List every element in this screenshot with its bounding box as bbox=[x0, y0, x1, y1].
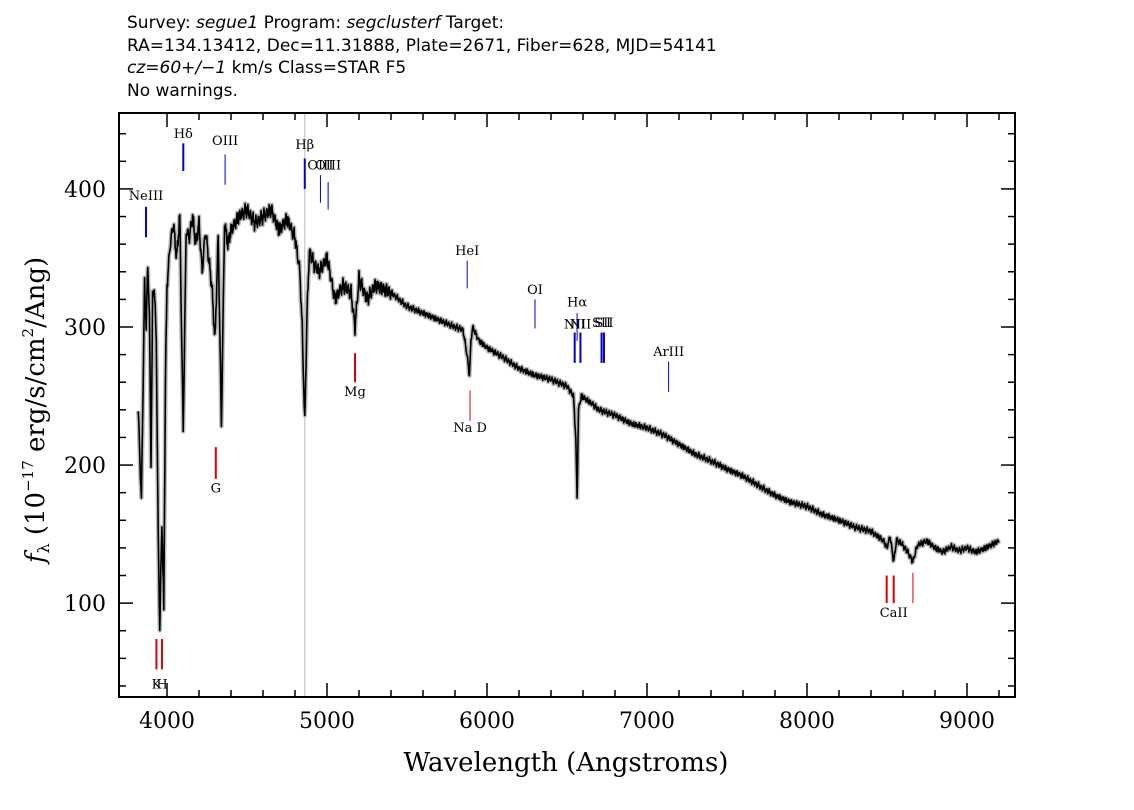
absorption-line-label: H bbox=[156, 678, 167, 693]
emission-line-label: OIII bbox=[315, 159, 341, 174]
y-axis-label: fλ (10−17 erg/s/cm2/Ang) bbox=[19, 257, 53, 565]
y-tick-label: 100 bbox=[64, 592, 106, 617]
emission-line-label: OIII bbox=[307, 159, 333, 174]
spectrum-line bbox=[137, 202, 1000, 632]
header-line-warnings: No warnings. bbox=[127, 80, 238, 101]
redshift-value: cz=60+/−1 bbox=[127, 58, 227, 78]
x-tick-label: 7000 bbox=[619, 709, 675, 734]
y-tick-label: 300 bbox=[64, 316, 106, 341]
spectrum-line-layer bbox=[137, 202, 1000, 632]
header-line-redshift: cz=60+/−1 km/s Class=STAR F5 bbox=[127, 58, 407, 78]
program-name: segclusterf bbox=[346, 13, 441, 33]
survey-name: segue1 bbox=[196, 13, 259, 33]
x-axis-label: Wavelength (Angstroms) bbox=[404, 748, 729, 778]
plot-frame bbox=[118, 112, 1016, 698]
absorption-line-label: Mg bbox=[344, 385, 366, 400]
emission-line-label: Hδ bbox=[174, 127, 193, 142]
absorption-line-label: CaII bbox=[880, 606, 908, 621]
header-line-survey: Survey: segue1 Program: segclusterf Targ… bbox=[127, 13, 505, 33]
x-tick-label: 9000 bbox=[939, 709, 995, 734]
emission-line-label: NeIII bbox=[129, 189, 163, 204]
x-tick-label: 8000 bbox=[779, 709, 835, 734]
emission-line-label: Hβ bbox=[295, 138, 314, 153]
emission-line-label: ArIII bbox=[652, 345, 684, 360]
emission-line-label: NII bbox=[564, 317, 586, 332]
x-tick-label: 5000 bbox=[299, 709, 355, 734]
error-band-layer bbox=[135, 201, 1002, 633]
emission-line-label: Hα bbox=[567, 295, 587, 310]
emission-line-label: OIII bbox=[212, 134, 238, 149]
error-band bbox=[135, 201, 1002, 633]
absorption-line-label: G bbox=[211, 482, 221, 497]
emission-line-label: OI bbox=[527, 283, 543, 298]
absorption-line-label: K bbox=[152, 678, 162, 693]
y-tick-label: 200 bbox=[64, 454, 106, 479]
absorption-line-label: Na D bbox=[453, 421, 487, 436]
emission-line-label: SII bbox=[594, 316, 613, 331]
x-tick-label: 6000 bbox=[459, 709, 515, 734]
spectrum-header: Survey: segue1 Program: segclusterf Targ… bbox=[127, 12, 717, 102]
x-tick-label: 4000 bbox=[139, 709, 195, 734]
tick-labels: 4000 5000 6000 7000 8000 9000 100 200 300 400 bbox=[64, 178, 995, 734]
emission-line-label: NII bbox=[570, 317, 592, 332]
axes-layer bbox=[118, 112, 1016, 698]
emission-line-label: HeI bbox=[455, 244, 479, 259]
header-line-coordinates: RA=134.13412, Dec=11.31888, Plate=2671, … bbox=[127, 35, 717, 56]
emission-line-label: SII bbox=[592, 316, 611, 331]
y-tick-label: 400 bbox=[64, 178, 106, 203]
